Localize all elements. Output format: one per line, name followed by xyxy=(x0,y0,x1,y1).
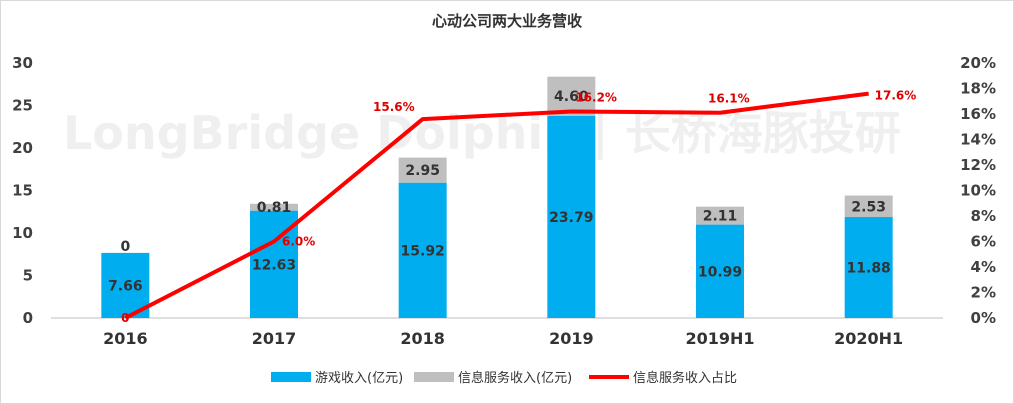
game-revenue-data-label: 7.66 xyxy=(108,278,143,294)
info-service-revenue-data-label: 2.53 xyxy=(851,199,886,215)
ratio-data-label: 16.2% xyxy=(575,90,617,104)
info-service-revenue-data-label: 0.81 xyxy=(257,200,292,216)
right-axis-tick-label: 10% xyxy=(960,182,996,200)
game-revenue-data-label: 12.63 xyxy=(252,257,296,273)
info-service-revenue-bar xyxy=(696,206,744,225)
category-label: 2020H1 xyxy=(834,329,903,348)
info-service-revenue-bar xyxy=(547,76,596,116)
chart-title: 心动公司两大业务营收 xyxy=(432,12,582,30)
legend-swatch-game-revenue xyxy=(271,372,311,382)
info-service-revenue-bar xyxy=(398,157,447,183)
ratio-data-label: 0 xyxy=(121,311,129,325)
category-label: 2017 xyxy=(252,329,297,348)
left-axis-ticks: 0 5 10 15 20 25 30 xyxy=(12,54,33,327)
game-revenue-data-label: 15.92 xyxy=(401,243,445,259)
left-axis-tick-label: 25 xyxy=(12,97,33,115)
info-service-revenue-bar xyxy=(250,203,298,211)
ratio-line: 0 6.0% 15.6% 16.2% 16.1% 17.6% xyxy=(121,89,916,325)
right-axis-ticks: 0% 2% 4% 6% 8% 10% 12% 14% 16% 18% 20% xyxy=(960,54,996,327)
game-revenue-bar xyxy=(844,217,893,318)
game-revenue-data-label: 11.88 xyxy=(847,261,891,277)
ratio-data-label: 16.1% xyxy=(708,92,750,106)
left-axis-tick-label: 10 xyxy=(12,224,33,242)
category-labels: 2016 2017 2018 2019 2019H1 2020H1 xyxy=(103,329,903,348)
right-axis-tick-label: 2% xyxy=(971,284,996,302)
game-revenue-data-label: 23.79 xyxy=(549,210,593,226)
left-axis-tick-label: 5 xyxy=(23,267,33,285)
info-service-revenue-data-label: 2.11 xyxy=(703,209,738,225)
category-label: 2018 xyxy=(400,329,445,348)
right-axis-tick-label: 14% xyxy=(960,131,996,149)
right-axis-tick-label: 18% xyxy=(960,80,996,98)
right-axis-tick-label: 16% xyxy=(960,105,996,123)
category-label: 2016 xyxy=(103,329,148,348)
legend-label-info-service-revenue: 信息服务收入(亿元) xyxy=(458,370,572,386)
ratio-data-label: 15.6% xyxy=(373,100,415,114)
category-label: 2019H1 xyxy=(685,329,754,348)
game-revenue-bar xyxy=(101,252,150,318)
legend-label-ratio: 信息服务收入占比 xyxy=(633,370,737,386)
legend: 游戏收入(亿元) 信息服务收入(亿元) 信息服务收入占比 xyxy=(271,370,737,386)
right-axis-tick-label: 20% xyxy=(960,54,996,72)
category-label: 2019 xyxy=(549,329,594,348)
left-axis-tick-label: 0 xyxy=(23,309,33,327)
info-service-revenue-data-label: 4.60 xyxy=(554,89,589,105)
game-revenue-bar xyxy=(696,224,744,318)
right-axis-tick-label: 0% xyxy=(971,309,996,327)
game-revenue-bar xyxy=(398,182,447,318)
left-axis-tick-label: 30 xyxy=(12,54,33,72)
info-service-revenue-data-label: 0 xyxy=(120,239,130,255)
bars xyxy=(101,76,893,318)
legend-label-game-revenue: 游戏收入(亿元) xyxy=(315,371,403,386)
left-axis-tick-label: 15 xyxy=(12,182,33,200)
info-service-revenue-bar xyxy=(844,195,893,218)
ratio-data-label: 6.0% xyxy=(282,235,315,249)
info-service-ratio-line xyxy=(124,91,869,320)
info-service-revenue-data-label: 2.95 xyxy=(405,163,440,179)
game-revenue-bar xyxy=(547,115,596,318)
right-axis-tick-label: 8% xyxy=(971,207,996,225)
right-axis-tick-label: 4% xyxy=(971,258,996,276)
legend-swatch-info-service-revenue xyxy=(414,372,454,382)
game-revenue-data-label: 10.99 xyxy=(698,264,742,280)
right-axis-tick-label: 6% xyxy=(971,233,996,251)
bar-labels: 7.66 0 12.63 0.81 15.92 2.95 23.79 4.60 10.99 2.1… xyxy=(108,89,891,294)
left-axis-tick-label: 20 xyxy=(12,139,33,157)
ratio-data-label: 17.6% xyxy=(875,89,917,103)
right-axis-tick-label: 12% xyxy=(960,156,996,174)
